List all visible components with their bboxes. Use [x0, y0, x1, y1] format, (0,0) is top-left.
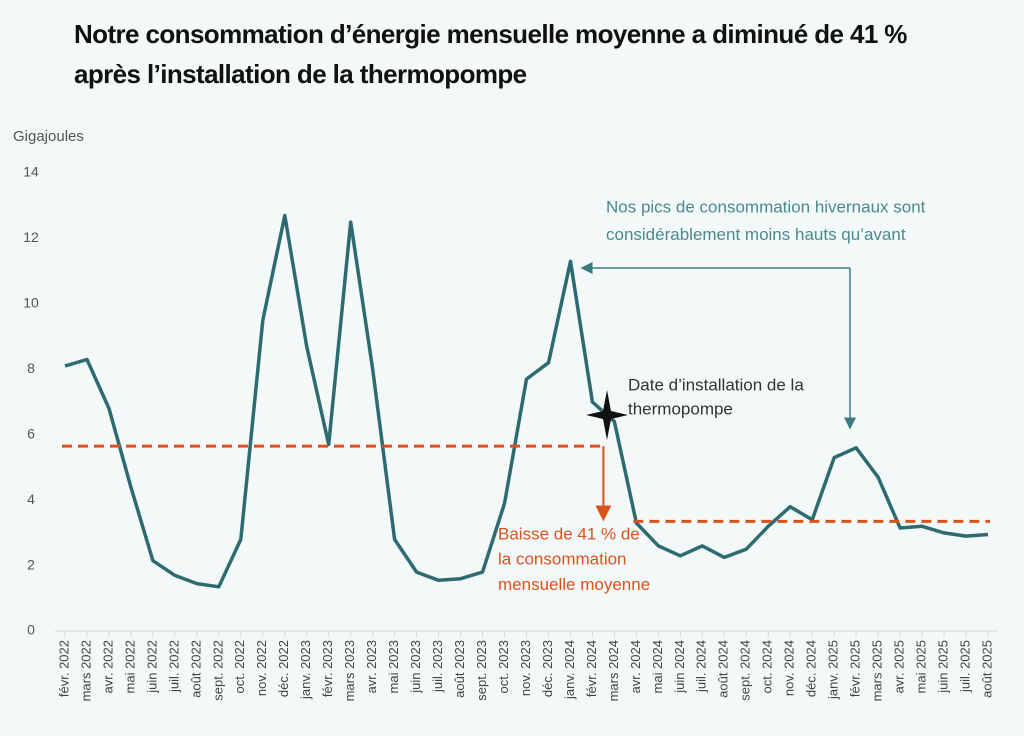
x-tick-label: mars 2024 [606, 640, 621, 701]
x-tick-label: août 2025 [979, 640, 994, 698]
x-tick-label: sept. 2022 [210, 640, 225, 701]
installation-star [586, 390, 628, 440]
y-tick-label: 2 [27, 556, 35, 572]
x-tick-label: sept. 2023 [474, 640, 489, 701]
x-tick-label: août 2023 [452, 640, 467, 698]
y-tick-label: 8 [27, 360, 35, 376]
y-tick-label: 6 [27, 425, 35, 441]
x-tick-label: mai 2023 [386, 640, 401, 693]
annotation: Date d’installation de la [628, 375, 804, 394]
x-tick-label: oct. 2022 [232, 640, 247, 694]
y-tick-label: 14 [23, 164, 39, 180]
x-tick-label: juil. 2023 [430, 640, 445, 693]
x-tick-label: janv. 2024 [562, 640, 577, 700]
y-tick-label: 10 [23, 295, 39, 311]
x-tick-label: mars 2023 [342, 640, 357, 701]
x-tick-label: févr. 2024 [584, 640, 599, 697]
annotation: la consommation [498, 550, 627, 569]
y-tick-label: 0 [27, 622, 35, 638]
y-axis-label: Gigajoules [13, 128, 84, 145]
x-tick-label: févr. 2023 [320, 640, 335, 697]
x-tick-label: janv. 2025 [826, 640, 841, 700]
x-tick-label: juin 2024 [672, 640, 687, 694]
x-tick-label: janv. 2023 [298, 640, 313, 700]
x-tick-label: juil. 2024 [694, 640, 709, 693]
x-tick-label: juil. 2022 [166, 640, 181, 693]
x-tick-label: avr. 2025 [892, 640, 907, 694]
y-tick-label: 4 [27, 491, 35, 507]
x-tick-label: août 2022 [188, 640, 203, 698]
data-line [64, 213, 989, 589]
x-tick-label: juil. 2025 [957, 640, 972, 693]
x-tick-label: mars 2022 [78, 640, 93, 701]
x-tick-label: juin 2023 [408, 640, 423, 694]
x-tick-label: déc. 2024 [804, 640, 819, 697]
x-tick-label: mai 2022 [122, 640, 137, 693]
x-tick-label: mai 2025 [914, 640, 929, 693]
x-tick-label: nov. 2024 [782, 640, 797, 696]
x-tick-label: nov. 2023 [518, 640, 533, 696]
x-tick-label: juin 2025 [935, 640, 950, 694]
annotation: Baisse de 41 % de [498, 524, 640, 543]
x-tick-label: août 2024 [716, 640, 731, 698]
x-tick-label: sept. 2024 [738, 640, 753, 701]
x-tick-label: févr. 2022 [56, 640, 71, 697]
x-tick-label: mars 2025 [870, 640, 885, 701]
annotation: thermopompe [628, 399, 733, 418]
x-tick-label: déc. 2023 [540, 640, 555, 697]
annotation: Nos pics de consommation hivernaux sont [606, 197, 926, 216]
x-tick-label: avr. 2024 [628, 640, 643, 694]
x-tick-label: nov. 2022 [254, 640, 269, 696]
x-tick-label: déc. 2022 [276, 640, 291, 697]
chart-title: Notre consommation d’énergie mensuelle m… [74, 19, 907, 89]
x-tick-label: févr. 2025 [848, 640, 863, 697]
x-tick-label: oct. 2024 [760, 640, 775, 694]
annotation: considérablement moins hauts qu’avant [606, 225, 906, 244]
x-tick-label: oct. 2023 [496, 640, 511, 694]
x-tick-label: avr. 2023 [364, 640, 379, 694]
y-tick-label: 12 [23, 229, 39, 245]
x-tick-label: juin 2022 [144, 640, 159, 694]
x-tick-label: avr. 2022 [100, 640, 115, 694]
x-tick-label: mai 2024 [650, 640, 665, 693]
annotation: mensuelle moyenne [498, 575, 650, 594]
